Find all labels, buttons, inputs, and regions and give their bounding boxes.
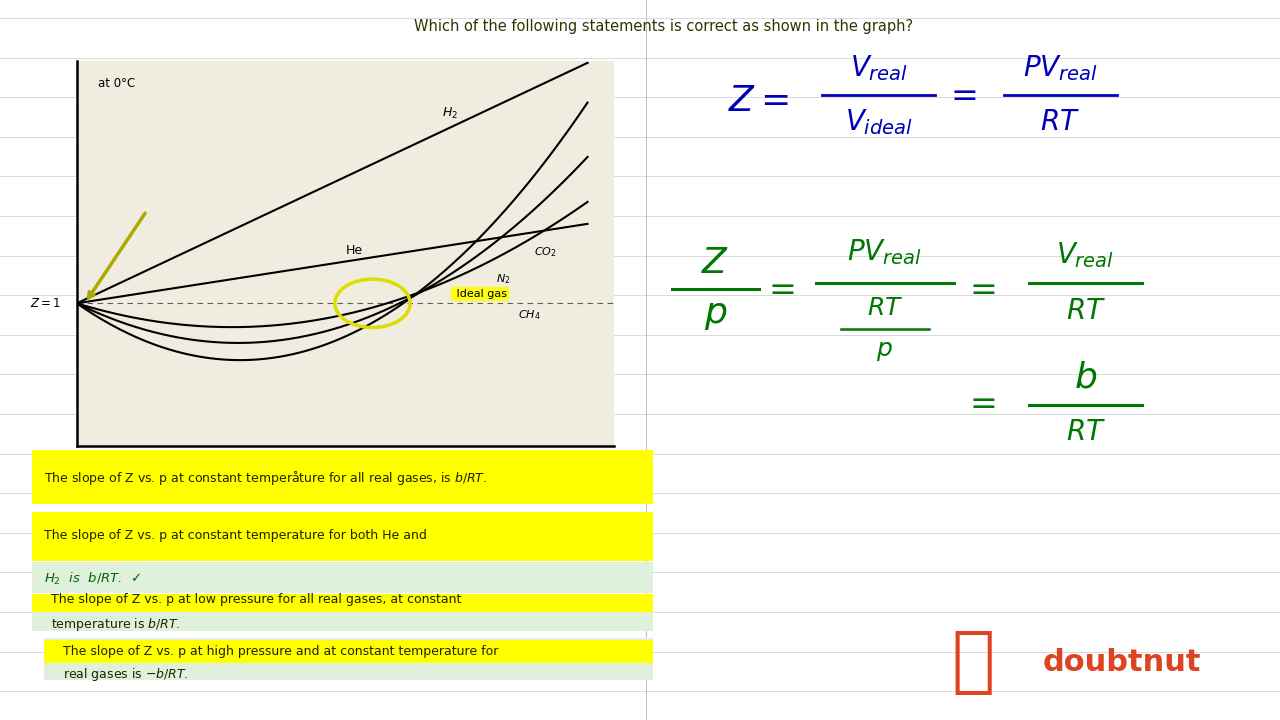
Text: $RT$: $RT$ [1065, 297, 1106, 325]
Text: $p$: $p$ [704, 298, 727, 333]
Text: $p$: $p$ [877, 340, 893, 363]
Bar [32, 595, 653, 631]
Bar [32, 512, 653, 561]
Text: $RT$: $RT$ [1041, 109, 1080, 136]
Bar [32, 450, 653, 504]
Text: $p$: $p$ [367, 469, 378, 485]
Bar [32, 562, 653, 593]
Text: $N_2$: $N_2$ [497, 272, 511, 286]
Text: $PV_{real}$: $PV_{real}$ [1023, 53, 1098, 84]
Text: The slope of Z vs. p at high pressure and at constant temperature for: The slope of Z vs. p at high pressure an… [63, 644, 498, 657]
Text: real gases is $-b/RT$.: real gases is $-b/RT$. [63, 666, 188, 683]
Text: at 0°C: at 0°C [99, 77, 136, 90]
Text: doubtnut: doubtnut [1043, 648, 1202, 677]
Text: $Z=$: $Z=$ [728, 84, 790, 118]
Text: Which of the following statements is correct as shown in the graph?: Which of the following statements is cor… [415, 19, 914, 35]
Text: $=$: $=$ [963, 274, 996, 305]
Text: $V_{real}$: $V_{real}$ [1056, 240, 1115, 271]
Text: The slope of Z vs. p at constant temperature for both He and: The slope of Z vs. p at constant tempera… [45, 528, 428, 541]
Text: $CO_2$: $CO_2$ [534, 246, 557, 259]
Text: $Z$: $Z$ [701, 246, 730, 280]
Text: $H_2$  is  $b/RT$.  ✓: $H_2$ is $b/RT$. ✓ [45, 570, 142, 587]
Bar [32, 595, 653, 612]
Text: $Z = 1$: $Z = 1$ [29, 297, 60, 310]
Text: ⓓ: ⓓ [952, 628, 995, 697]
Bar [45, 638, 653, 680]
Text: He: He [346, 244, 362, 257]
Text: $PV_{real}$: $PV_{real}$ [847, 237, 923, 267]
Text: The slope of Z vs. p at constant temperåture for all real gases, is $b/RT$.: The slope of Z vs. p at constant temperå… [45, 469, 488, 487]
Text: $RT$: $RT$ [867, 297, 902, 320]
Text: $V_{real}$: $V_{real}$ [850, 53, 908, 84]
Text: temperature is $b/RT$.: temperature is $b/RT$. [51, 616, 180, 633]
Text: Ideal gas: Ideal gas [453, 289, 507, 299]
Text: $H_2$: $H_2$ [443, 106, 458, 121]
Text: $=$: $=$ [963, 387, 996, 419]
Bar [45, 640, 653, 663]
Text: $=$: $=$ [943, 79, 977, 111]
Text: $RT$: $RT$ [1065, 418, 1106, 446]
Text: $b$: $b$ [1074, 361, 1097, 395]
Text: $CH_4$: $CH_4$ [517, 307, 540, 322]
Text: $V_{ideal}$: $V_{ideal}$ [845, 107, 913, 138]
Text: The slope of Z vs. p at low pressure for all real gases, at constant: The slope of Z vs. p at low pressure for… [51, 593, 461, 606]
Text: $=$: $=$ [762, 274, 795, 305]
